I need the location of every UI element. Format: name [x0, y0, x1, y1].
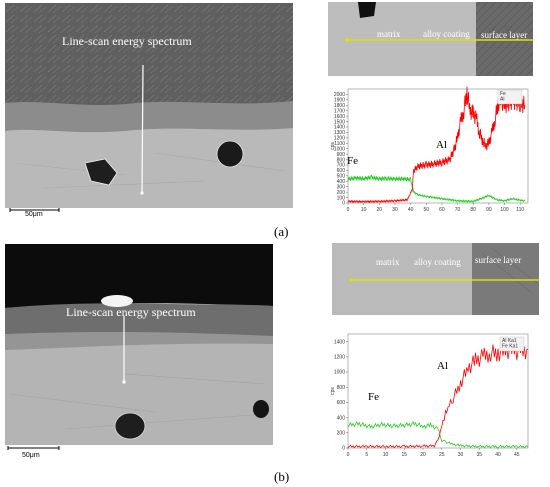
- element-label-fe-a: Fe: [347, 155, 358, 167]
- legend-box: [499, 336, 525, 352]
- legend-entry: Al Ka1: [502, 338, 517, 344]
- particle: [216, 140, 244, 168]
- x-tick-label: 40: [495, 452, 501, 458]
- x-tick-label: 10: [383, 452, 389, 458]
- sem-label-b: Line-scan energy spectrum: [66, 305, 196, 319]
- y-tick-label: 1800: [334, 103, 345, 109]
- y-tick-label: 300: [337, 184, 346, 190]
- sem-label-a: Line-scan energy spectrum: [62, 34, 192, 48]
- y-tick-label: 500: [337, 174, 346, 180]
- y-tick-label: 900: [337, 152, 346, 158]
- element-label-al-a: Al: [436, 139, 447, 151]
- y-tick-label: 200: [337, 190, 346, 196]
- y-tick-label: 1000: [334, 370, 345, 376]
- x-tick-label: 0: [347, 207, 350, 213]
- series-line-fe: [347, 174, 526, 203]
- strip-label-matrix-a: matrix: [377, 29, 401, 39]
- y-tick-label: 800: [337, 385, 346, 391]
- x-tick-label: 40: [408, 207, 414, 213]
- strip-label-alloy-b: alloy coating: [414, 257, 461, 267]
- scan-line: [141, 64, 144, 194]
- legend-entry: Fe: [500, 91, 506, 97]
- sem-image-b: [5, 244, 273, 456]
- x-tick-label: 60: [439, 207, 445, 213]
- legend-entry: Fe Ka1: [502, 344, 518, 350]
- linescan-strip-b: [332, 243, 539, 315]
- y-tick-label: 1300: [334, 130, 345, 136]
- element-label-fe-b: Fe: [368, 391, 379, 403]
- chart-b: 0 200 400 600 800 1000 1200 1400 0 5 10 15 20 25 30 35 4…: [330, 333, 529, 458]
- y-tick-label: 1200: [334, 355, 345, 361]
- y-tick-label: 600: [337, 168, 346, 174]
- strip-label-alloy-a: alloy coating: [423, 29, 470, 39]
- strip-label-surface-b: surface layer: [475, 255, 522, 265]
- y-tick-label: 1400: [334, 125, 345, 131]
- particle: [114, 412, 146, 440]
- y-axis-label: cps: [330, 142, 336, 150]
- y-tick-label: 600: [337, 400, 346, 406]
- strip-label-surface-a: surface layer: [481, 30, 528, 40]
- chart-a: 0100200300400500600700800900100011001200…: [330, 86, 529, 213]
- strip-label-matrix-b: matrix: [376, 257, 400, 267]
- x-tick-label: 25: [439, 452, 445, 458]
- y-axis-label: cps: [330, 387, 336, 395]
- y-tick-label: 800: [337, 157, 346, 163]
- x-tick-label: 20: [377, 207, 383, 213]
- x-tick-label: 45: [514, 452, 520, 458]
- y-tick-label: 1400: [334, 339, 345, 345]
- particle: [84, 158, 118, 186]
- series-line-al: [347, 86, 526, 204]
- particle: [253, 400, 269, 418]
- y-tick-label: 1200: [334, 136, 345, 142]
- sem-image-a: [5, 3, 293, 221]
- y-tick-label: 1700: [334, 108, 345, 114]
- x-tick-label: 15: [401, 452, 407, 458]
- legend-entry: Al: [500, 97, 504, 103]
- caption-a: (a): [274, 224, 289, 239]
- x-tick-label: 20: [420, 452, 426, 458]
- series-line-fe-ka1: [347, 420, 529, 449]
- y-tick-label: 1100: [334, 141, 345, 147]
- y-tick-label: 0: [342, 446, 345, 452]
- scale-bar-label-a: 50μm: [25, 211, 43, 218]
- x-tick-label: 70: [455, 207, 461, 213]
- element-label-al-b: Al: [437, 360, 448, 372]
- linescan-strip-a: [328, 2, 533, 76]
- scale-bar-label-b: 50μm: [22, 452, 40, 459]
- x-tick-label: 90: [486, 207, 492, 213]
- x-tick-label: 30: [392, 207, 398, 213]
- x-tick-label: 0: [347, 452, 350, 458]
- x-tick-label: 100: [500, 207, 509, 213]
- y-tick-label: 2000: [334, 92, 345, 98]
- x-tick-label: 10: [361, 207, 367, 213]
- x-tick-label: 5: [365, 452, 368, 458]
- y-tick-label: 400: [337, 179, 346, 185]
- x-tick-label: 35: [476, 452, 482, 458]
- legend-box: [497, 89, 523, 105]
- caption-b: (b): [274, 469, 290, 484]
- y-tick-label: 0: [342, 201, 345, 207]
- series-line-al-ka1: [347, 340, 529, 449]
- x-tick-label: 80: [470, 207, 476, 213]
- y-tick-label: 100: [337, 195, 346, 201]
- x-tick-label: 110: [516, 207, 524, 213]
- y-tick-label: 1000: [334, 146, 345, 152]
- x-tick-label: 30: [458, 452, 464, 458]
- y-tick-label: 1900: [334, 98, 345, 104]
- y-tick-label: 1600: [334, 114, 345, 120]
- x-tick-label: 50: [423, 207, 429, 213]
- y-tick-label: 700: [337, 163, 346, 169]
- y-tick-label: 1500: [334, 119, 345, 125]
- y-tick-label: 200: [337, 431, 346, 437]
- y-tick-label: 400: [337, 415, 346, 421]
